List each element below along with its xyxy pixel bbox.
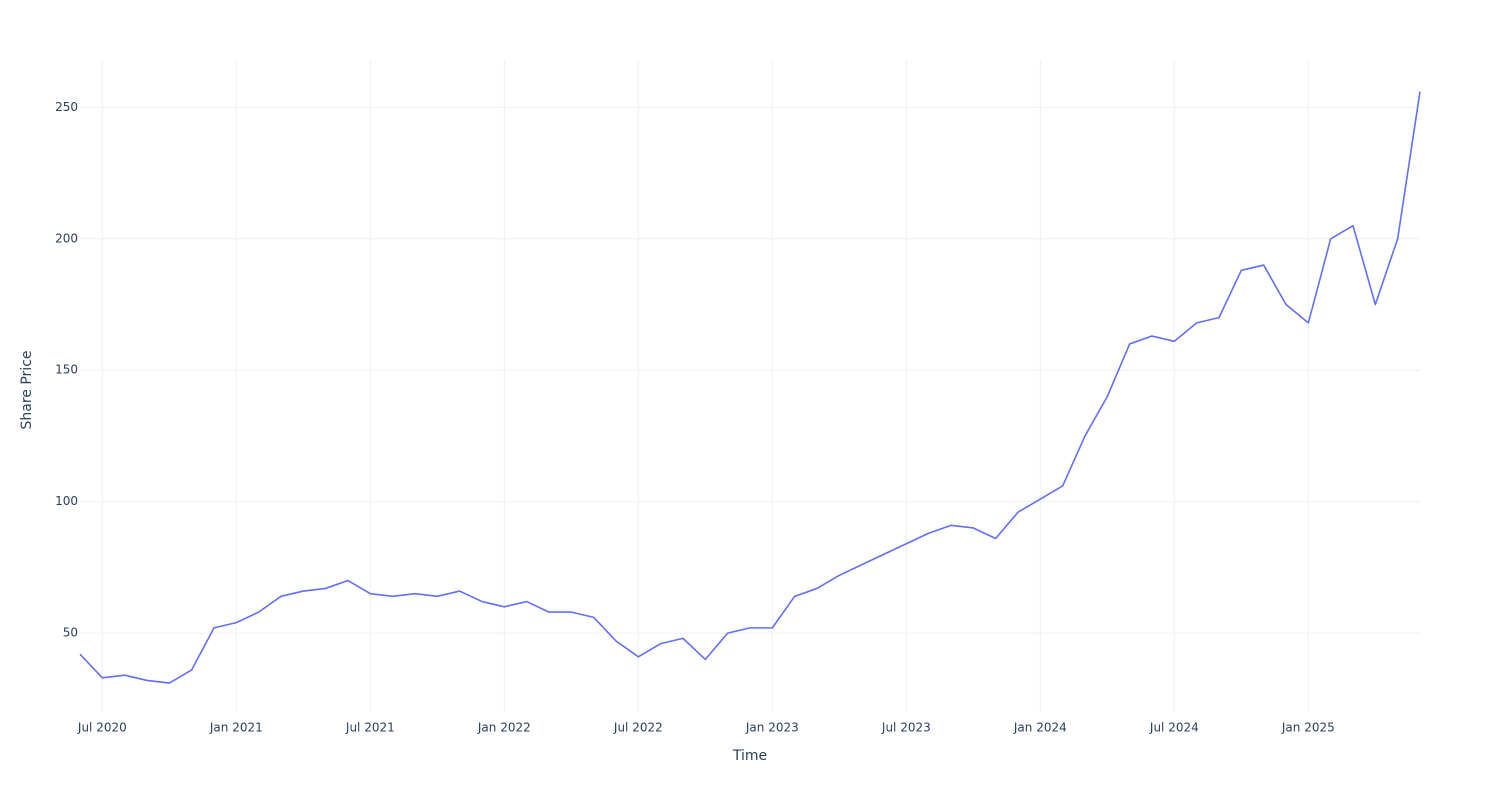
- x-axis-title: Time: [732, 748, 767, 764]
- x-tick-label: Jan 2021: [209, 721, 263, 735]
- x-tick-label: Jul 2020: [77, 721, 127, 735]
- x-tick-label: Jan 2023: [745, 721, 799, 735]
- x-tick-label: Jul 2024: [1149, 721, 1199, 735]
- y-tick-label: 200: [55, 231, 78, 245]
- y-tick-label: 250: [55, 100, 78, 114]
- x-tick-label: Jan 2024: [1013, 721, 1067, 735]
- x-tick-label: Jul 2021: [345, 721, 395, 735]
- y-tick-label: 50: [63, 626, 78, 640]
- x-tick-label: Jan 2022: [477, 721, 531, 735]
- y-tick-label: 150: [55, 363, 78, 377]
- y-axis-title: Share Price: [19, 350, 35, 429]
- x-tick-label: Jul 2022: [613, 721, 663, 735]
- y-tick-label: 100: [55, 494, 78, 508]
- x-tick-label: Jan 2025: [1281, 721, 1335, 735]
- x-tick-label: Jul 2023: [881, 721, 931, 735]
- price-line: [79, 91, 1421, 684]
